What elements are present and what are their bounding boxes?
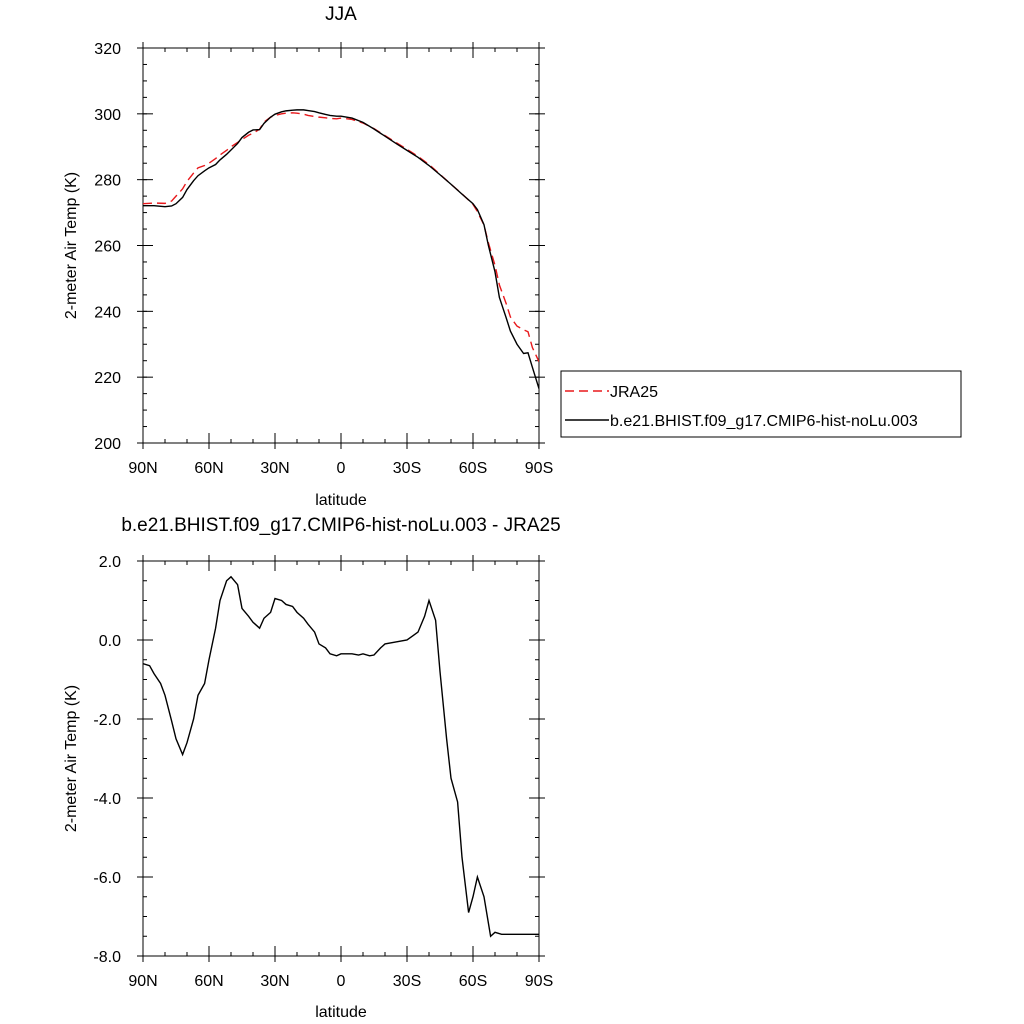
plot-frame xyxy=(142,47,540,444)
x-tick-label: 60S xyxy=(459,973,487,990)
y-tick-label: 320 xyxy=(94,41,121,58)
chart-title: JJA xyxy=(325,4,357,25)
x-axis-label: latitude xyxy=(315,492,367,509)
x-tick-label: 30N xyxy=(260,460,289,477)
chart-title: b.e21.BHIST.f09_g17.CMIP6-hist-noLu.003 … xyxy=(121,515,560,536)
y-tick-label: 0.0 xyxy=(99,633,121,650)
x-tick-label: 60S xyxy=(459,460,487,477)
legend-entry: JRA25 xyxy=(610,384,658,401)
y-tick-label: 300 xyxy=(94,107,121,124)
series-line-1 xyxy=(143,112,539,362)
x-tick-label: 60N xyxy=(194,460,223,477)
y-tick-label: -4.0 xyxy=(93,791,121,808)
x-tick-label: 30S xyxy=(393,973,421,990)
y-tick-label: 240 xyxy=(94,304,121,321)
y-axis-label: 2-meter Air Temp (K) xyxy=(63,685,80,832)
chart-2: b.e21.BHIST.f09_g17.CMIP6-hist-noLu.003 … xyxy=(63,515,561,1021)
y-axis-label: 2-meter Air Temp (K) xyxy=(63,172,80,319)
series-line-2 xyxy=(143,109,539,389)
x-tick-label: 30S xyxy=(393,460,421,477)
x-axis-label: latitude xyxy=(315,1004,367,1021)
y-tick-label: 220 xyxy=(94,370,121,387)
chart-1: JJA 90N 60N 30N 0 30S 60S 90S 200 220 240 260 280 300… xyxy=(63,4,962,509)
x-tick-label: 90N xyxy=(128,973,157,990)
y-tick-label: 2.0 xyxy=(99,554,121,571)
x-tick-label: 90S xyxy=(525,460,553,477)
x-tick-label: 90S xyxy=(525,973,553,990)
y-tick-label: -2.0 xyxy=(93,712,121,729)
x-tick-label: 30N xyxy=(260,973,289,990)
x-tick-label: 0 xyxy=(337,460,346,477)
x-tick-label: 0 xyxy=(337,973,346,990)
x-tick-label: 60N xyxy=(194,973,223,990)
y-tick-label: -6.0 xyxy=(93,870,121,887)
y-tick-label: 260 xyxy=(94,239,121,256)
legend-entry: b.e21.BHIST.f09_g17.CMIP6-hist-noLu.003 xyxy=(610,413,918,430)
x-tick-label: 90N xyxy=(128,460,157,477)
y-tick-label: -8.0 xyxy=(93,949,121,966)
plot-frame xyxy=(142,560,540,957)
legend-box xyxy=(560,370,962,438)
y-tick-label: 280 xyxy=(94,173,121,190)
series-line-1 xyxy=(143,575,539,938)
y-tick-label: 200 xyxy=(94,436,121,453)
